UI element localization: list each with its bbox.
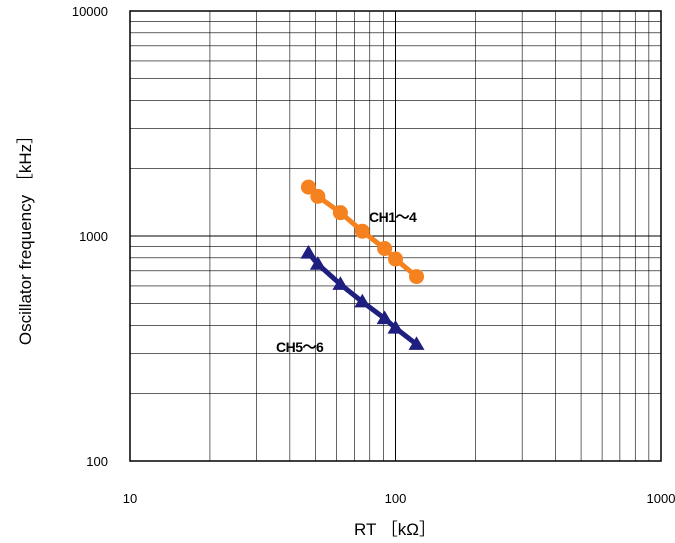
data-point-triangle	[300, 245, 317, 259]
y-axis-label: Oscillator frequency ［kHz］	[16, 127, 35, 345]
data-point-circle	[409, 269, 425, 285]
y-tick-label: 10000	[72, 4, 108, 19]
plot-frame	[129, 10, 662, 462]
y-tick-label: 100	[86, 454, 108, 469]
data-point-circle	[332, 205, 348, 221]
data-point-triangle	[309, 256, 326, 270]
data-point-circle	[354, 223, 370, 239]
y-tick-label: 1000	[79, 229, 108, 244]
data-point-circle	[300, 179, 316, 195]
data-point-circle	[377, 240, 393, 256]
x-tick-label: 100	[385, 491, 407, 506]
series-label-ch1-4: CH1～4	[369, 209, 417, 225]
data-point-circle	[388, 251, 403, 267]
data-point-triangle	[408, 336, 425, 350]
data-point-triangle	[332, 276, 349, 290]
data-point-triangle	[387, 320, 404, 334]
series-label-ch5-6: CH5～6	[276, 339, 324, 355]
grid	[130, 11, 661, 461]
series-layer	[300, 179, 425, 350]
data-point-triangle	[376, 310, 393, 325]
tick-labels: 10 100 1000 100 1000 10000	[72, 4, 675, 506]
x-tick-label: 1000	[647, 491, 675, 506]
series-0	[300, 179, 425, 285]
data-point-circle	[310, 188, 326, 204]
x-tick-label: 10	[123, 491, 137, 506]
data-point-triangle	[354, 293, 371, 308]
x-axis-label: RT ［kΩ］	[354, 520, 436, 539]
series-1	[300, 245, 425, 350]
